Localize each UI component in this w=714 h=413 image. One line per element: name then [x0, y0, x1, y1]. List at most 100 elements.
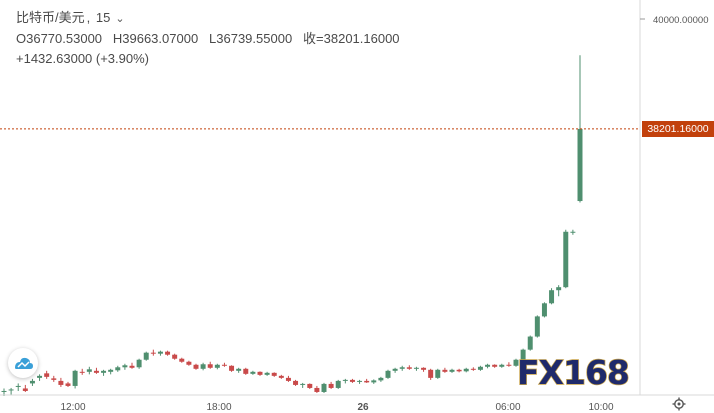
candle-body[interactable] [86, 369, 92, 372]
candle-body[interactable] [257, 371, 263, 375]
candle-body[interactable] [157, 351, 163, 354]
candle-body[interactable] [463, 368, 469, 372]
candle-body[interactable] [58, 380, 64, 385]
candle-body[interactable] [101, 370, 107, 373]
candle-body[interactable] [357, 380, 363, 382]
gear-icon[interactable] [672, 397, 686, 411]
candle-body[interactable] [556, 287, 562, 291]
candle-body[interactable] [470, 368, 476, 370]
candle-body[interactable] [72, 370, 78, 386]
candle-body[interactable] [22, 388, 28, 391]
candle-body[interactable] [65, 383, 71, 386]
candle-body[interactable] [570, 231, 576, 233]
candle-body[interactable] [378, 377, 384, 381]
candle-body[interactable] [577, 128, 583, 202]
candle-body[interactable] [143, 352, 149, 360]
candle-body[interactable] [506, 364, 512, 366]
candle-body[interactable] [477, 366, 483, 370]
candle-body[interactable] [243, 368, 249, 374]
candle-body[interactable] [79, 371, 85, 373]
close-value: 收=38201.16000 [303, 31, 400, 46]
candle-body[interactable] [364, 380, 370, 383]
candle-body[interactable] [150, 352, 156, 354]
candle-body[interactable] [349, 379, 355, 382]
candle-body[interactable] [392, 368, 398, 371]
candle-body[interactable] [442, 369, 448, 372]
candle-body[interactable] [499, 364, 505, 367]
fx168-watermark-logo: FX168 [517, 354, 631, 390]
candle-body[interactable] [335, 380, 341, 388]
candle-body[interactable] [136, 359, 142, 368]
candle-body[interactable] [307, 383, 313, 388]
candle-body[interactable] [278, 375, 284, 378]
symbol-name: 比特币/美元 [16, 10, 85, 25]
title-separator: , [86, 10, 91, 25]
candle-body[interactable] [492, 364, 498, 367]
candle-body[interactable] [115, 367, 121, 371]
candle-body[interactable] [285, 377, 291, 381]
candle-body[interactable] [37, 375, 43, 378]
candle-body[interactable] [236, 368, 242, 371]
candle-body[interactable] [456, 369, 462, 372]
candle-body[interactable] [449, 369, 455, 372]
candle-body[interactable] [549, 290, 555, 304]
candle-body[interactable] [129, 365, 135, 368]
candle-body[interactable] [406, 367, 412, 369]
ohlc-row: O36770.53000 H39663.07000 L36739.55000 收… [16, 29, 400, 49]
candle-body[interactable] [44, 373, 50, 377]
time-tick-1200: 12:00 [60, 402, 85, 413]
candle-body[interactable] [371, 380, 377, 383]
candle-body[interactable] [513, 359, 519, 366]
candle-body[interactable] [172, 354, 178, 359]
interval-label[interactable]: 15 [95, 10, 111, 25]
candle-body[interactable] [200, 364, 206, 369]
candle-body[interactable] [435, 369, 441, 378]
candle-body[interactable] [563, 231, 569, 288]
candle-body[interactable] [93, 370, 99, 373]
candle-body[interactable] [186, 361, 192, 365]
candle-body[interactable] [193, 364, 199, 369]
candle-body[interactable] [428, 369, 434, 378]
candle-body[interactable] [250, 371, 256, 374]
candle-body[interactable] [300, 383, 306, 385]
candle-body[interactable] [179, 358, 185, 362]
chevron-down-icon[interactable]: ⌄ [115, 13, 125, 25]
candle-body[interactable] [385, 370, 391, 378]
candle-body[interactable] [321, 383, 327, 392]
candle-body[interactable] [229, 365, 235, 371]
candle-body[interactable] [29, 380, 35, 384]
candle-body[interactable] [122, 365, 128, 368]
candle-body[interactable] [293, 380, 299, 385]
candle-body[interactable] [520, 349, 526, 360]
candle-body[interactable] [485, 364, 491, 367]
candle-body[interactable] [264, 372, 270, 375]
candle-body[interactable] [413, 367, 419, 369]
candle-body[interactable] [15, 385, 21, 387]
candle-body[interactable] [271, 372, 277, 376]
candle-body[interactable] [8, 389, 14, 391]
candle-body[interactable] [1, 390, 7, 392]
candle-body[interactable] [314, 387, 320, 392]
candle-body[interactable] [342, 379, 348, 381]
last-price-tag: 38201.16000 [642, 120, 714, 137]
candle-body[interactable] [541, 303, 547, 317]
time-tick-0600: 06:00 [495, 402, 520, 413]
cloud-logo-icon[interactable] [8, 348, 38, 378]
candle-body[interactable] [221, 364, 227, 366]
candle-body[interactable] [399, 367, 405, 369]
candle-body[interactable] [421, 367, 427, 370]
time-axis[interactable]: 12:00 18:00 26 06:00 10:00 [60, 402, 613, 413]
candle-body[interactable] [214, 364, 220, 368]
candle-body[interactable] [328, 383, 334, 388]
candle-body[interactable] [527, 336, 533, 350]
symbol-title-row[interactable]: 比特币/美元, 15 ⌄ [16, 8, 400, 29]
candle-body[interactable] [207, 364, 213, 368]
high-value: H39663.07000 [112, 31, 199, 46]
candle-body[interactable] [165, 351, 171, 355]
candle-body[interactable] [51, 378, 57, 380]
candle-body[interactable] [108, 369, 114, 372]
candle-body[interactable] [534, 316, 540, 337]
time-tick-26: 26 [357, 402, 369, 413]
